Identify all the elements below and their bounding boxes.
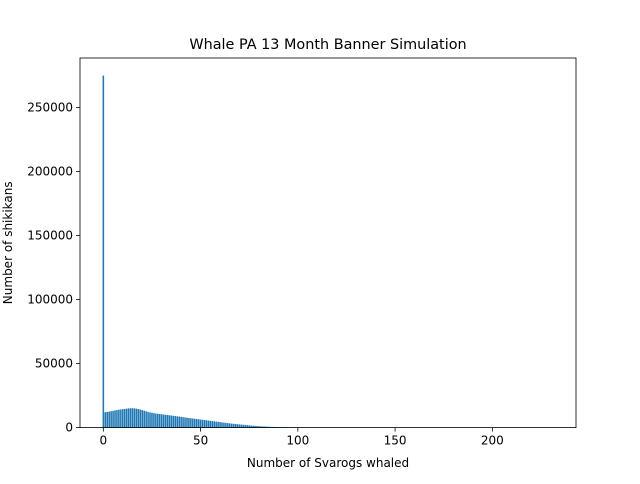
x-tick-label: 50 — [193, 434, 208, 448]
bar — [141, 410, 143, 428]
bar — [221, 422, 223, 427]
bar — [106, 412, 108, 428]
y-tick-label: 250000 — [27, 101, 73, 115]
bar — [182, 417, 184, 427]
bar — [188, 418, 190, 428]
bar — [180, 417, 182, 428]
bar — [233, 424, 235, 428]
bar — [206, 420, 208, 427]
bar — [120, 409, 122, 427]
bar — [219, 422, 221, 428]
bar — [134, 408, 136, 427]
bar — [130, 408, 132, 427]
bar — [223, 423, 225, 428]
bar — [192, 419, 194, 428]
bar — [110, 411, 112, 427]
bar — [215, 422, 217, 428]
bar — [122, 409, 124, 427]
bar — [159, 414, 161, 428]
y-tick-label: 0 — [65, 421, 73, 435]
bar — [103, 76, 105, 428]
bar — [128, 408, 130, 427]
chart-title: Whale PA 13 Month Banner Simulation — [189, 37, 466, 53]
bar — [124, 409, 126, 428]
bar — [225, 423, 227, 428]
bar — [241, 425, 243, 428]
bar — [116, 410, 118, 428]
bar — [132, 408, 134, 427]
bar — [140, 410, 142, 428]
bar — [217, 422, 219, 428]
bar — [108, 412, 110, 428]
bar — [169, 415, 171, 427]
bar — [237, 424, 239, 427]
bar — [145, 411, 147, 427]
bar — [155, 414, 157, 428]
bar — [243, 425, 245, 428]
bar — [184, 417, 186, 427]
x-tick-label: 0 — [100, 434, 108, 448]
bar — [126, 409, 128, 428]
bar — [190, 418, 192, 427]
bar — [229, 423, 231, 427]
bar — [178, 417, 180, 428]
y-tick-label: 50000 — [35, 357, 73, 371]
bar — [173, 416, 175, 428]
bar — [149, 412, 151, 427]
bar — [112, 411, 114, 428]
bar — [167, 415, 169, 428]
bar — [171, 416, 173, 428]
y-tick-label: 100000 — [27, 293, 73, 307]
bar — [204, 420, 206, 428]
y-axis-label: Number of shikikans — [1, 181, 15, 304]
bar — [200, 420, 202, 428]
bar — [211, 421, 213, 428]
bar — [138, 409, 140, 428]
bar — [175, 416, 177, 428]
bar — [165, 415, 167, 428]
bar — [114, 410, 116, 427]
bar — [163, 415, 165, 428]
bar — [118, 410, 120, 428]
bar — [194, 419, 196, 428]
bar — [136, 409, 138, 428]
bar — [202, 420, 204, 428]
bar — [213, 421, 215, 427]
x-tick-label: 150 — [384, 434, 407, 448]
bar — [151, 413, 153, 428]
bar — [231, 424, 233, 428]
bar — [227, 423, 229, 427]
bar — [157, 414, 159, 428]
bar — [176, 416, 178, 427]
bar — [186, 418, 188, 428]
y-tick-label: 150000 — [27, 229, 73, 243]
bar — [235, 424, 237, 428]
bar — [153, 413, 155, 427]
bar — [210, 421, 212, 428]
bar — [208, 421, 210, 428]
x-tick-label: 200 — [481, 434, 504, 448]
bar — [105, 412, 107, 427]
bar — [161, 414, 163, 427]
bar — [147, 412, 149, 428]
x-axis-label: Number of Svarogs whaled — [247, 456, 409, 470]
y-tick-label: 200000 — [27, 165, 73, 179]
bar — [239, 424, 241, 427]
bar — [196, 419, 198, 428]
bar — [198, 419, 200, 427]
bar — [143, 411, 145, 428]
x-tick-label: 100 — [286, 434, 309, 448]
